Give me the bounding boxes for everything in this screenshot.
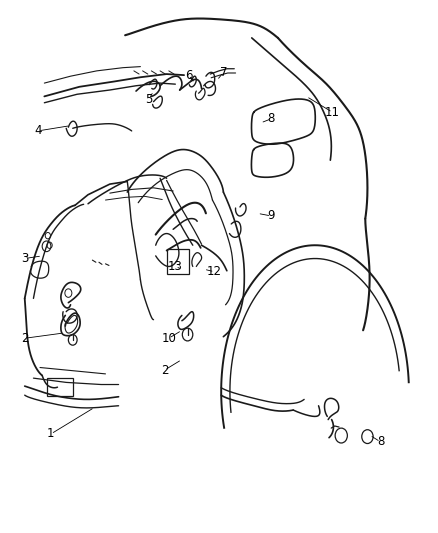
Text: 5: 5	[145, 93, 153, 106]
Text: 8: 8	[377, 435, 384, 448]
Text: 2: 2	[161, 364, 168, 377]
Text: 1: 1	[47, 427, 55, 440]
Text: 7: 7	[219, 66, 227, 79]
Text: 9: 9	[268, 209, 275, 222]
FancyBboxPatch shape	[166, 249, 189, 274]
Text: 3: 3	[21, 252, 28, 265]
Text: 11: 11	[325, 106, 340, 119]
Text: 6: 6	[185, 69, 192, 82]
Text: 10: 10	[161, 332, 176, 345]
Text: 13: 13	[168, 260, 183, 273]
Text: 8: 8	[268, 112, 275, 125]
FancyBboxPatch shape	[47, 378, 73, 396]
Text: 4: 4	[34, 124, 42, 138]
Text: 2: 2	[21, 332, 28, 345]
Text: 12: 12	[207, 265, 222, 278]
